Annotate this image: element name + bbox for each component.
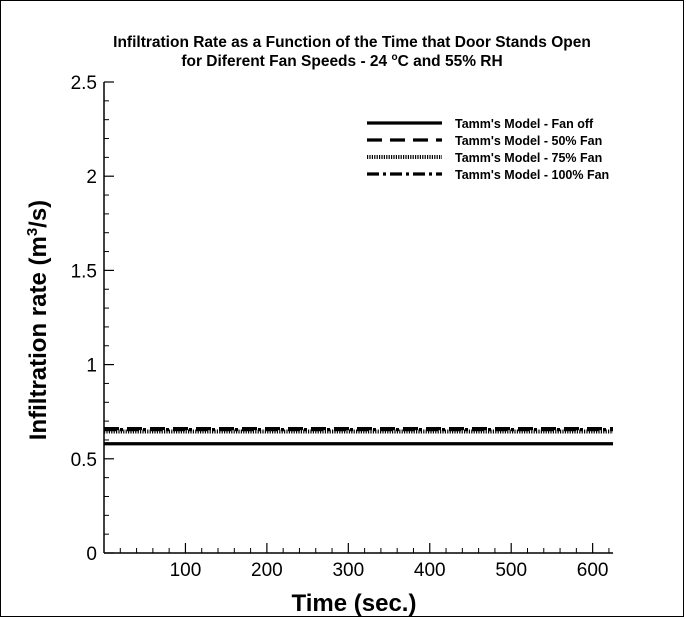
legend: Tamm's Model - Fan off Tamm's Model - 50%…: [367, 117, 609, 182]
y-axis-label: Infiltration rate (m3/s): [24, 200, 52, 440]
y-axis-label-end: /s): [25, 200, 52, 228]
y-tick-label: 0.5: [71, 450, 97, 471]
chart-title-line-2: for Diferent Fan Speeds - 24 oC and 55% …: [181, 52, 502, 70]
x-tick-label: 300: [332, 560, 364, 581]
x-tick-label: 200: [251, 560, 283, 581]
series-layer: [104, 427, 613, 446]
legend-label-4: Tamm's Model - 100% Fan: [455, 168, 609, 182]
legend-label-2: Tamm's Model - 50% Fan: [455, 134, 602, 148]
y-tick-label: 0: [86, 544, 97, 565]
y-tick-label: 1: [86, 356, 97, 377]
legend-label-1: Tamm's Model - Fan off: [455, 117, 594, 131]
cubic-superscript: 3: [24, 228, 41, 236]
x-tick-label: 600: [577, 560, 609, 581]
chart-title-line-2-start: for Diferent Fan Speeds - 24: [181, 53, 391, 70]
x-tick-label: 400: [414, 560, 446, 581]
x-axis-label: Time (sec.): [292, 590, 417, 617]
y-tick-label: 2.5: [71, 73, 97, 94]
x-axis-ticks: 100 200 300 400 500 600: [119, 543, 610, 581]
y-axis-ticks: 0 0.5 1 1.5 2 2.5: [71, 73, 114, 565]
y-axis-label-start: Infiltration rate (m: [25, 236, 52, 440]
chart-title-line-1: Infiltration Rate as a Function of the T…: [113, 34, 591, 51]
legend-label-3: Tamm's Model - 75% Fan: [455, 151, 602, 165]
y-tick-label: 2: [86, 167, 97, 188]
x-tick-label: 100: [170, 560, 202, 581]
x-tick-label: 500: [495, 560, 527, 581]
y-tick-label: 1.5: [71, 261, 97, 282]
degree-superscript: o: [391, 52, 397, 63]
chart-title-line-2-end: C and 55% RH: [398, 53, 503, 70]
